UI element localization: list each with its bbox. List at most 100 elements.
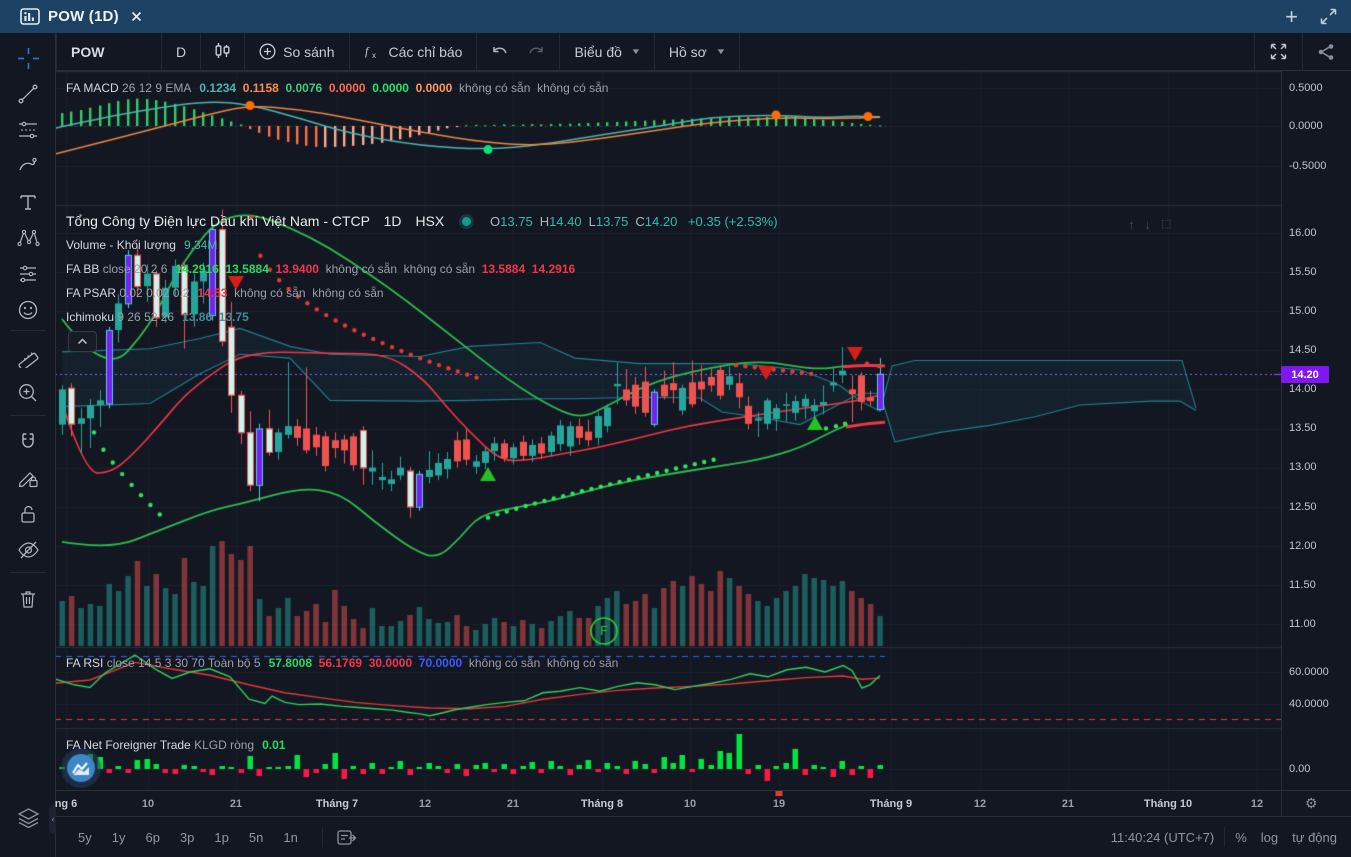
compare-button[interactable]: So sánh <box>245 33 348 71</box>
divider <box>653 32 655 71</box>
chart-menu-button[interactable]: Biểu đồ ▼ <box>560 33 653 71</box>
range-button-1p[interactable]: 1p <box>214 829 229 845</box>
ruler-tool[interactable] <box>16 345 40 369</box>
legend-value: 14.53 <box>197 286 228 300</box>
price-scale[interactable]: 0.5000 0.0000 -0.5000 16.00 15.50 15.00 14.50 1… <box>1281 71 1351 790</box>
pane-move-down-icon[interactable]: ↓ <box>1144 217 1152 232</box>
pane-move-up-icon[interactable]: ↑ <box>1128 217 1135 232</box>
decor <box>19 121 37 139</box>
text-tool[interactable] <box>16 190 40 214</box>
rsi-legend[interactable]: FA RSI close 14 5 3 30 70 Toàn bộ 5 57.80… <box>66 656 625 670</box>
clock[interactable]: 11:40:24 (UTC+7) <box>1110 829 1215 845</box>
lock-all-tool[interactable] <box>16 502 40 526</box>
zoom-in-tool[interactable] <box>16 381 40 405</box>
undo-button[interactable] <box>477 33 523 71</box>
interval-button[interactable]: D <box>176 43 187 60</box>
range-button-1y[interactable]: 1y <box>111 829 126 845</box>
fib-retracement-tool[interactable] <box>16 118 40 142</box>
auto-scale-button[interactable]: tự động <box>1292 829 1337 845</box>
log-scale-button[interactable]: log <box>1260 829 1279 845</box>
xabcd-pattern-tool[interactable] <box>16 226 40 250</box>
psar-legend[interactable]: FA PSAR 0.02 0.02 0.2 14.53 không có sẵn … <box>66 286 390 300</box>
decor <box>20 541 36 559</box>
chart-style-button[interactable] <box>201 33 244 71</box>
decor <box>17 47 39 69</box>
pane-maximize-icon[interactable]: ⬚ <box>1161 218 1172 230</box>
decor <box>20 265 36 283</box>
decor <box>412 656 419 670</box>
decor <box>22 433 34 448</box>
crosshair-tool[interactable] <box>16 46 40 70</box>
symbol-search-button[interactable]: POW <box>71 43 105 60</box>
decor: close 20 2 6 <box>102 262 168 276</box>
price-scale-label: 12.50 <box>1289 501 1317 513</box>
decor <box>18 300 38 320</box>
gear-icon[interactable]: ⚙ <box>1305 795 1318 811</box>
foreign-trade-legend[interactable]: FA Net Foreigner Trade KLGD ròng 0.01 <box>66 738 292 752</box>
range-button-3p[interactable]: 3p <box>179 829 195 845</box>
event-marker <box>775 791 783 796</box>
emoji-tool[interactable] <box>16 298 40 322</box>
forecast-tool[interactable] <box>16 262 40 286</box>
decor <box>18 352 39 368</box>
collapse-rail-handle[interactable]: ‹ <box>49 805 57 833</box>
divider <box>321 827 323 847</box>
remove-all-tool[interactable] <box>16 587 40 611</box>
hide-all-tool[interactable] <box>16 538 40 562</box>
add-tab-button[interactable]: + <box>1285 3 1298 29</box>
decor: Các chỉ báo <box>388 43 463 60</box>
range-button-6p[interactable]: 6p <box>145 829 160 845</box>
tab-active-chart[interactable]: POW (1D) <box>0 0 152 33</box>
decor <box>16 229 40 247</box>
decor <box>215 45 222 56</box>
decor: Hồ sơ <box>668 43 707 60</box>
decor: 5y 1y 6p 3p 1p 5n 1n <box>68 826 308 849</box>
ichimoku-legend[interactable]: Ichimoku 9 26 52 26 13.86 13.75 <box>66 310 256 324</box>
collapse-indicators-button[interactable] <box>68 331 97 352</box>
trend-line-tool[interactable] <box>16 82 40 106</box>
range-button-1n[interactable]: 1n <box>283 829 298 845</box>
fullscreen-button[interactable] <box>1255 33 1302 71</box>
range-button-5y[interactable]: 5y <box>78 829 92 845</box>
expand-window-icon[interactable] <box>1320 8 1337 25</box>
legend-value: không có sẵn <box>546 656 619 670</box>
legend-value: 14.2916 <box>175 262 219 276</box>
decor <box>24 505 33 513</box>
symbol-legend[interactable]: Tổng Công ty Điện lực Dầu khí Việt Nam -… <box>66 213 778 229</box>
object-tree-icon[interactable] <box>16 806 40 830</box>
range-button-5n[interactable]: 5n <box>248 829 264 845</box>
decor: 0.02 0.02 0.2 <box>119 286 190 300</box>
price-scale-label: 11.50 <box>1289 579 1316 591</box>
macd-legend[interactable]: FA MACD 26 12 9 EMA 0.1234 0.1158 0.0076 … <box>66 81 615 95</box>
decor <box>20 195 36 210</box>
decor <box>540 656 547 670</box>
go-to-date-button[interactable] <box>337 829 357 846</box>
decor <box>18 472 34 488</box>
chevron-down-icon: ▼ <box>715 47 727 56</box>
decor <box>279 81 286 95</box>
tab-close-icon[interactable] <box>131 11 142 22</box>
drawing-mode-lock-tool[interactable] <box>16 466 40 490</box>
decor: 14.40 <box>549 214 582 229</box>
brush-tool[interactable] <box>16 154 40 178</box>
redo-button[interactable] <box>523 33 559 71</box>
percent-scale-button[interactable]: % <box>1235 829 1247 845</box>
symbol-interval: 1D <box>383 213 402 229</box>
volume-legend[interactable]: Volume - Khối lượng 9.34M <box>66 238 217 252</box>
time-scale[interactable]: ⚙ ng 6 10 21 Tháng 7 12 21 Tháng 8 10 19 Tháng 9 1… <box>55 790 1351 817</box>
decor <box>21 229 26 235</box>
drawing-toolbar: ‹ <box>0 33 57 857</box>
decor: 9 26 52 26 <box>117 310 175 324</box>
profile-menu-button[interactable]: Hồ sơ ▼ <box>655 33 739 71</box>
bb-legend[interactable]: FA BB close 20 2 6 14.2916 13.5884 13.940… <box>66 262 582 276</box>
decor <box>17 807 39 820</box>
time-scale-label: 21 <box>1061 798 1075 810</box>
share-button[interactable] <box>1303 33 1351 71</box>
decor: 11:40:24 (UTC+7) % log tự động <box>1111 827 1351 847</box>
magnet-tool[interactable] <box>16 430 40 454</box>
decor <box>20 8 40 25</box>
decor <box>525 262 532 276</box>
decor: FA Net Foreigner Trade <box>66 738 191 752</box>
